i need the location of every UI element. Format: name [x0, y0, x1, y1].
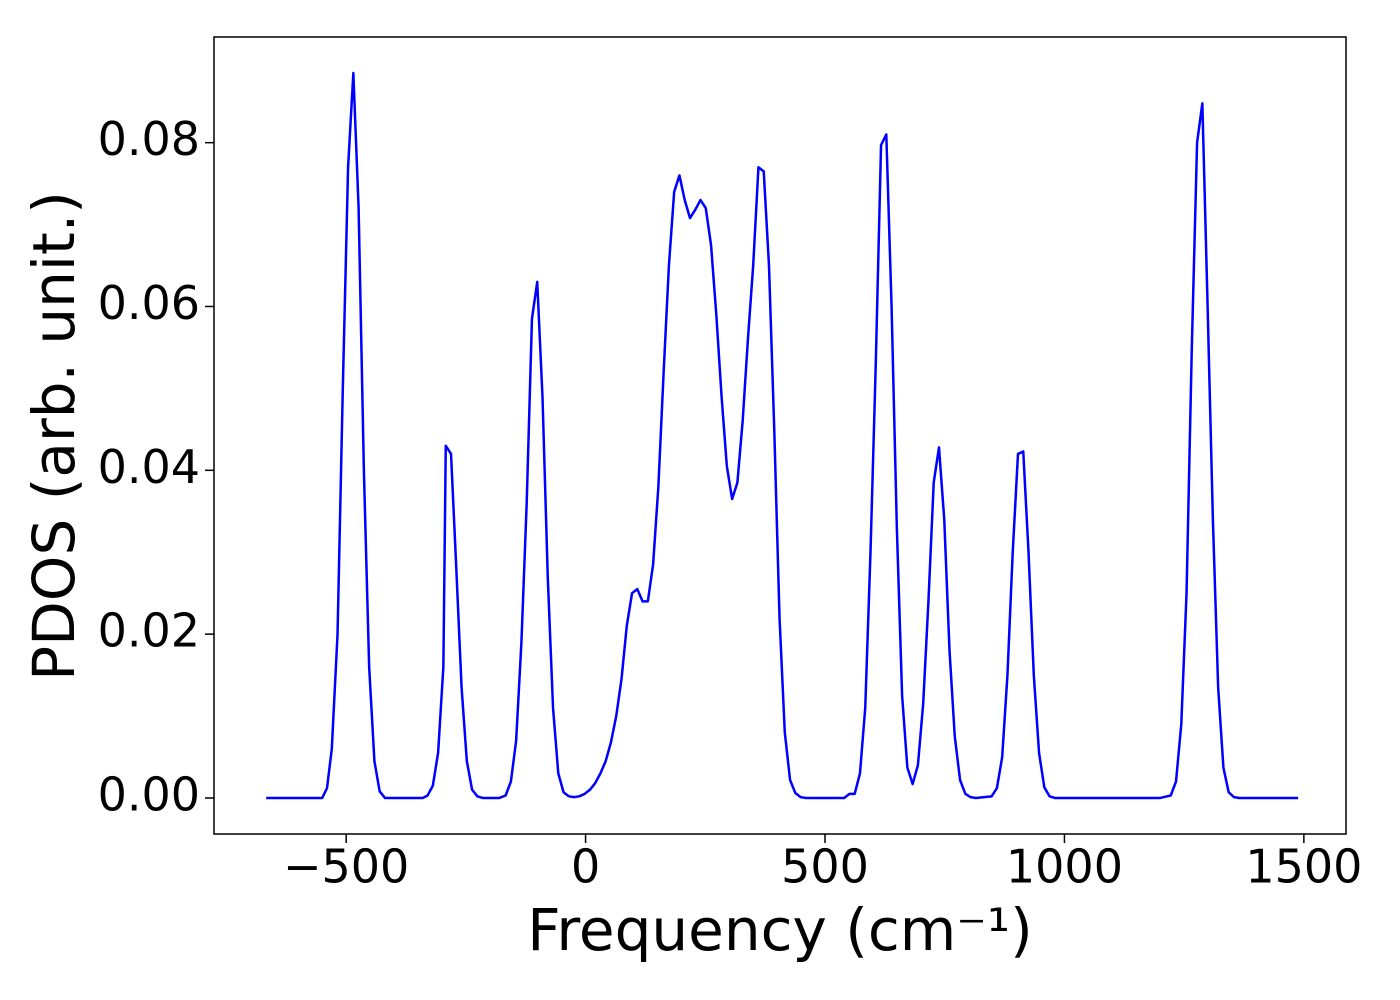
x-axis-label: Frequency (cm⁻¹) [527, 896, 1033, 964]
y-tick-label: 0.08 [98, 112, 200, 166]
line-series [266, 71, 1299, 800]
plot-frame [213, 36, 1347, 835]
y-tick-label: 0.06 [98, 276, 200, 330]
x-tick-label: −500 [283, 840, 409, 894]
y-tick-label: 0.02 [98, 604, 200, 658]
y-tick-label: 0.04 [98, 440, 200, 494]
x-tick-label: 0 [571, 840, 600, 894]
y-axis-label: PDOS (arb. unit.) [20, 191, 88, 681]
x-tick-label: 1000 [1006, 840, 1123, 894]
x-tick-label: 1500 [1245, 840, 1362, 894]
x-tick-label: 500 [781, 840, 869, 894]
y-tick-label: 0.00 [98, 767, 200, 821]
